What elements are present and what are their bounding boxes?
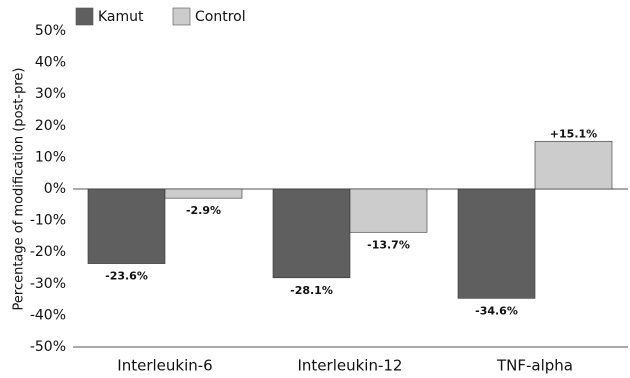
y-tick-label: 20% [35, 118, 66, 134]
y-tick-label: 30% [35, 86, 66, 102]
bar-kamut-3 [457, 188, 536, 299]
x-tick-label: Interleukin-6 [117, 357, 212, 375]
y-tick-label: -30% [30, 276, 66, 292]
y-tick-label: 0% [44, 181, 66, 197]
data-label: -34.6% [475, 304, 518, 317]
data-label: +15.1% [550, 127, 597, 140]
y-tick-label: 50% [35, 23, 66, 39]
data-labels: -23.6% -2.9% -28.1% -13.7% -34.6% +15.1% [105, 127, 597, 317]
y-tick-label: -10% [30, 213, 66, 229]
y-axis-label: Percentage of modification (post-pre) [12, 68, 27, 311]
bar-control-1 [164, 188, 243, 199]
legend-swatch-control [172, 7, 191, 26]
bar-control-3 [534, 140, 613, 190]
y-tick-label: -50% [30, 339, 66, 355]
x-tick-label: TNF-alpha [496, 357, 573, 375]
data-label: -28.1% [290, 284, 333, 297]
y-tick-label: -20% [30, 244, 66, 260]
bar-control-2 [349, 188, 428, 233]
data-label: -13.7% [367, 238, 410, 251]
bar-kamut-1 [87, 188, 166, 264]
legend: Kamut Control [75, 7, 246, 26]
legend-label-control: Control [195, 9, 246, 25]
bar-kamut-2 [272, 188, 351, 279]
data-label: -23.6% [105, 270, 148, 283]
x-axis-ticks: Interleukin-6 Interleukin-12 TNF-alpha [117, 357, 573, 375]
y-tick-label: 40% [35, 55, 66, 71]
bars [87, 140, 613, 299]
x-tick-label: Interleukin-12 [298, 357, 403, 375]
y-tick-label: 10% [35, 149, 66, 165]
y-tick-label: -40% [30, 307, 66, 323]
y-axis-ticks: 50% 40% 30% 20% 10% 0% -10% -20% -30% -40% -50% [30, 23, 66, 355]
legend-swatch-kamut [75, 7, 94, 26]
legend-label-kamut: Kamut [98, 9, 144, 25]
data-label: -2.9% [186, 204, 221, 217]
